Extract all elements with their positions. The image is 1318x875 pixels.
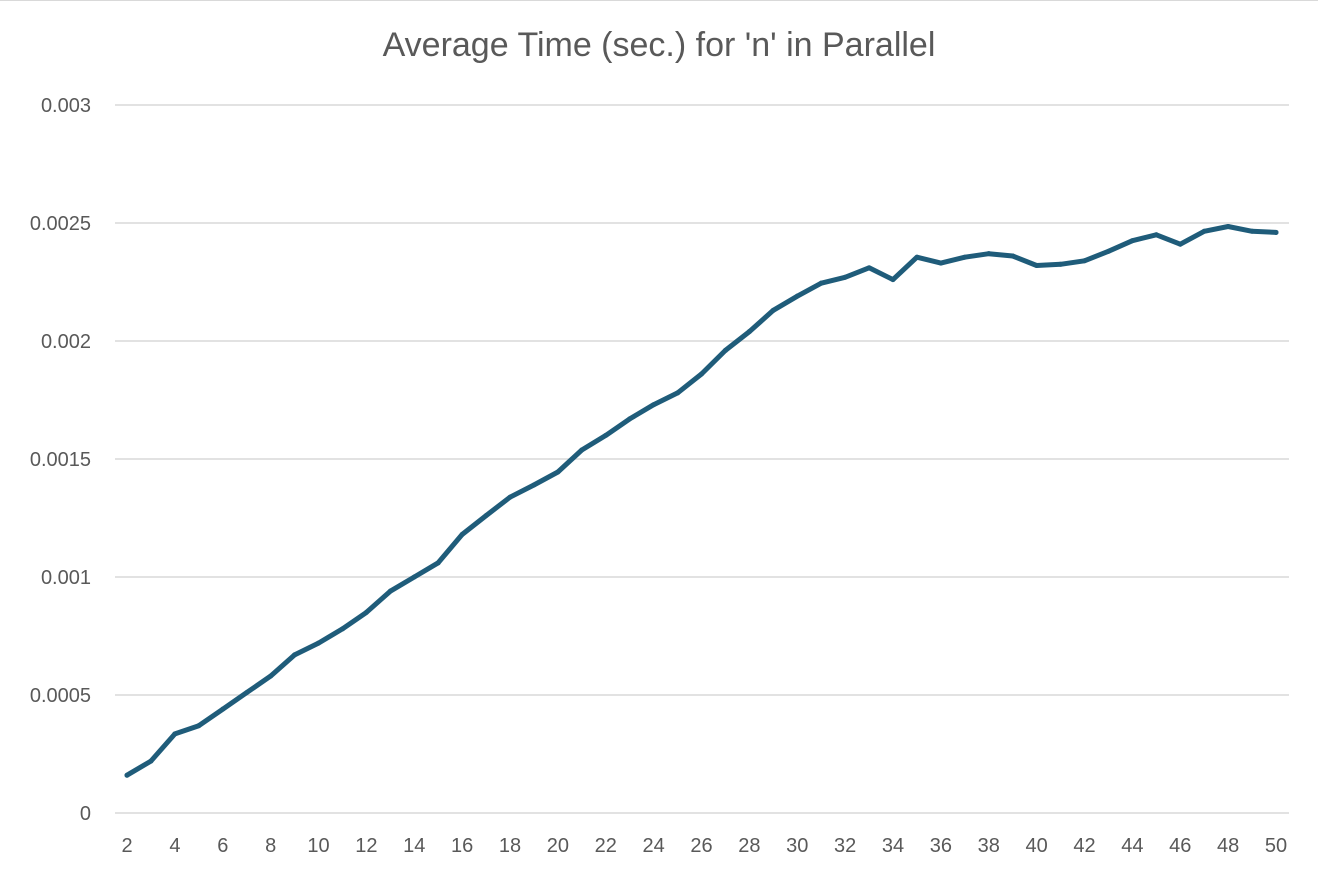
data-point (986, 251, 992, 257)
data-point (363, 609, 369, 615)
x-tick-label: 24 (643, 835, 665, 857)
x-tick-label: 16 (451, 835, 473, 857)
data-point (1153, 232, 1159, 238)
data-point (339, 626, 345, 632)
y-tick-label: 0.003 (41, 95, 91, 117)
y-tick-label: 0.0005 (30, 685, 91, 707)
data-point (387, 588, 393, 594)
data-point (914, 254, 920, 260)
data-point (1010, 253, 1016, 259)
x-tick-label: 26 (690, 835, 712, 857)
x-tick-label: 18 (499, 835, 521, 857)
data-point (1058, 261, 1064, 267)
data-point (651, 402, 657, 408)
x-tick-label: 30 (786, 835, 808, 857)
data-point (220, 706, 226, 712)
x-tick-label: 20 (547, 835, 569, 857)
data-point (1273, 229, 1279, 235)
x-tick-label: 14 (403, 835, 425, 857)
series-layer (124, 224, 1279, 778)
data-point (316, 640, 321, 646)
data-point (1034, 262, 1040, 268)
x-axis-labels: 2 4 6 8 10 12 14 16 18 20 22 24 26 28 30 32 34 36 38 40 42 44… (121, 835, 1287, 857)
data-point (555, 469, 561, 475)
x-tick-label: 44 (1121, 835, 1143, 857)
x-tick-label: 2 (121, 835, 132, 857)
x-tick-label: 36 (930, 835, 952, 857)
x-tick-label: 8 (265, 835, 276, 857)
data-point (699, 371, 704, 377)
x-tick-label: 6 (217, 835, 228, 857)
data-point (459, 532, 465, 538)
y-tick-label: 0.0015 (30, 449, 91, 471)
data-point (124, 772, 130, 778)
series-line (124, 224, 1279, 778)
x-tick-label: 42 (1073, 835, 1095, 857)
data-point (818, 280, 824, 286)
y-tick-label: 0.002 (41, 331, 91, 353)
data-point (411, 574, 417, 580)
x-tick-label: 4 (169, 835, 180, 857)
data-point (435, 560, 441, 566)
x-tick-label: 48 (1217, 835, 1239, 857)
y-tick-label: 0.001 (41, 567, 91, 589)
data-point (890, 277, 896, 283)
data-point (244, 690, 250, 696)
data-point (770, 307, 776, 313)
chart-border (0, 0, 1318, 1)
x-tick-label: 12 (355, 835, 377, 857)
x-tick-label: 46 (1169, 835, 1191, 857)
data-point (866, 265, 872, 271)
y-tick-label: 0 (80, 803, 91, 825)
data-point (579, 447, 585, 453)
data-point (1105, 248, 1111, 254)
data-point (1129, 238, 1135, 244)
data-point (1201, 228, 1207, 234)
data-point (268, 673, 274, 679)
data-point (1249, 228, 1255, 234)
data-point (1177, 241, 1183, 247)
data-point (627, 416, 633, 422)
data-point (746, 329, 752, 335)
x-tick-label: 22 (595, 835, 617, 857)
x-tick-label: 40 (1026, 835, 1048, 857)
x-tick-label: 38 (978, 835, 1000, 857)
chart-title: Average Time (sec.) for 'n' in Parallel (382, 26, 936, 64)
data-point (675, 390, 681, 396)
data-point (172, 731, 178, 737)
data-point (531, 482, 537, 488)
data-point (794, 293, 800, 299)
x-tick-label: 10 (307, 835, 329, 857)
data-point (603, 432, 609, 438)
gridlines (115, 104, 1289, 814)
data-point (292, 652, 298, 658)
y-axis-labels: 0 0.0005 0.001 0.0015 0.002 0.0025 0.003 (30, 95, 91, 825)
data-point (196, 723, 202, 729)
data-point (148, 758, 154, 764)
y-tick-label: 0.0025 (30, 213, 91, 235)
data-point (1082, 258, 1087, 264)
x-tick-label: 34 (882, 835, 904, 857)
data-point (842, 274, 848, 280)
data-point (1225, 224, 1231, 230)
x-tick-label: 50 (1265, 835, 1287, 857)
x-tick-label: 28 (738, 835, 760, 857)
data-point (507, 494, 513, 500)
x-tick-label: 32 (834, 835, 856, 857)
data-point (722, 347, 728, 353)
data-point (938, 260, 944, 266)
data-point (962, 254, 968, 260)
data-point (483, 513, 489, 519)
